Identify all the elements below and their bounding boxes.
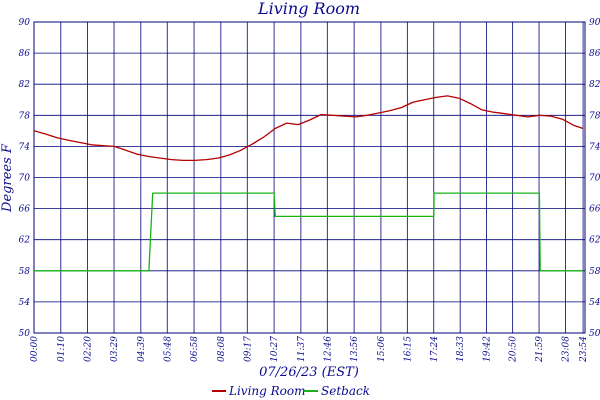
legend-label-living-room: Living Room <box>228 384 306 398</box>
x-tick-label: 08:08 <box>217 336 227 362</box>
x-tick-label: 04:39 <box>137 336 147 362</box>
y-tick-label: 58 <box>19 267 31 277</box>
legend: Living Room Setback <box>212 384 370 398</box>
x-tick-label: 09:17 <box>243 336 253 362</box>
x-tick-label: 23:08 <box>561 336 571 363</box>
y-tick-label: 78 <box>19 111 31 121</box>
x-tick-label: 16:15 <box>403 336 413 362</box>
series-layer <box>33 95 584 272</box>
x-tick-label: 10:27 <box>270 336 280 362</box>
y-tick-label: 90 <box>19 18 31 28</box>
x-tick-label: 02:20 <box>84 336 94 362</box>
x-tick-label: 03:29 <box>110 336 120 362</box>
series-line-living-room <box>33 95 584 162</box>
x-tick-label: 12:46 <box>323 336 333 362</box>
y-tick-label: 78 <box>589 111 600 121</box>
y-tick-label: 54 <box>589 298 600 308</box>
x-tick-label: 11:37 <box>297 336 307 362</box>
y-tick-label: 86 <box>589 49 600 59</box>
x-tick-label: 23:54 <box>579 336 589 363</box>
y-tick-labels-right: 50 54 58 62 66 70 74 78 82 86 90 <box>589 18 600 339</box>
y-tick-label: 86 <box>19 49 31 59</box>
x-tick-labels: 00:00 01:10 02:20 03:29 04:39 05:48 06:58 08:08… <box>30 336 589 363</box>
x-tick-label: 18:33 <box>456 336 466 362</box>
x-tick-label: 19:42 <box>483 336 493 362</box>
y-tick-label: 58 <box>589 267 600 277</box>
y-tick-label: 74 <box>19 142 31 152</box>
x-tick-label: 20:50 <box>509 336 519 363</box>
y-tick-label: 50 <box>19 329 31 339</box>
y-tick-labels-left: 50 54 58 62 66 70 74 78 82 86 90 <box>19 18 31 339</box>
y-tick-label: 82 <box>19 80 31 90</box>
x-tick-label: 05:48 <box>163 336 173 362</box>
y-tick-label: 70 <box>589 174 600 184</box>
x-tick-label: 01:10 <box>57 336 67 362</box>
x-tick-label: 06:58 <box>190 336 200 362</box>
x-tick-label: 21:59 <box>535 336 545 363</box>
y-tick-label: 82 <box>589 80 600 90</box>
legend-label-setback: Setback <box>321 384 370 398</box>
series-line-setback <box>34 192 584 272</box>
x-tick-label: 13:56 <box>350 336 360 362</box>
y-tick-label: 50 <box>589 329 600 339</box>
y-tick-label: 90 <box>589 18 600 28</box>
x-tick-label: 00:00 <box>30 336 40 362</box>
y-tick-label: 62 <box>589 236 600 246</box>
grid <box>33 21 585 334</box>
x-axis-label: 07/26/23 (EST) <box>259 365 359 380</box>
x-tick-label: 15:06 <box>377 336 387 362</box>
y-tick-label: 66 <box>19 205 31 215</box>
y-tick-label: 70 <box>19 174 31 184</box>
y-axis-label: Degrees F <box>0 143 15 213</box>
chart-title: Living Room <box>257 0 360 18</box>
y-tick-label: 66 <box>589 205 600 215</box>
plot-frame <box>33 21 586 334</box>
x-tick-label: 17:24 <box>430 336 440 362</box>
y-tick-label: 54 <box>19 298 31 308</box>
y-tick-label: 74 <box>589 142 600 152</box>
y-tick-label: 62 <box>19 236 31 246</box>
